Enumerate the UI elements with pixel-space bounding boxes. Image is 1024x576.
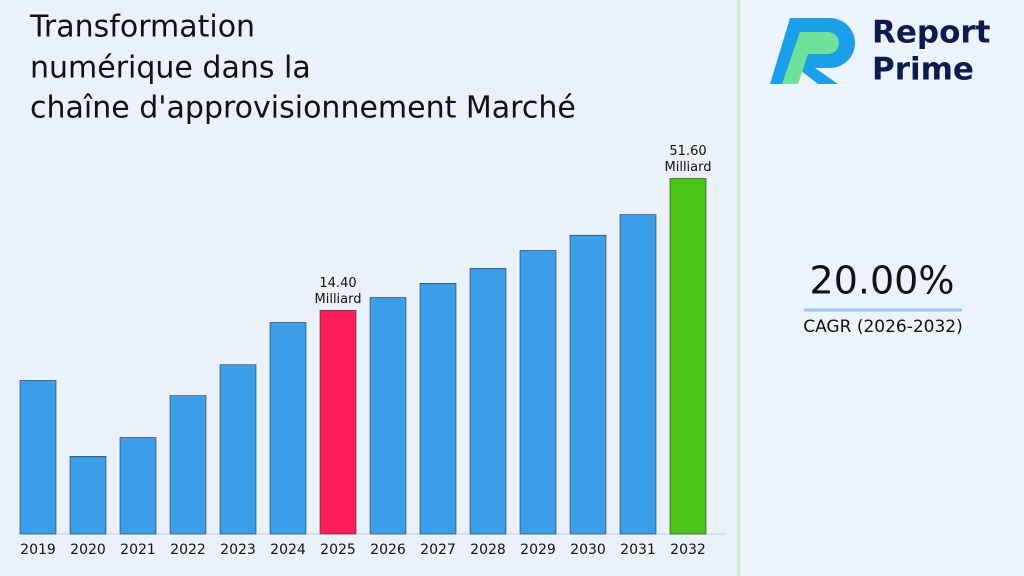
bar bbox=[269, 322, 307, 535]
x-tick-label: 2020 bbox=[70, 542, 106, 558]
x-tick-label: 2024 bbox=[270, 542, 306, 558]
x-tick-label: 2022 bbox=[170, 542, 206, 558]
bar bbox=[219, 364, 257, 535]
bar bbox=[19, 380, 57, 535]
x-tick-label: 2028 bbox=[470, 542, 506, 558]
logo-mark bbox=[782, 32, 839, 84]
x-tick-label: 2032 bbox=[670, 542, 706, 558]
x-tick-label: 2023 bbox=[220, 542, 256, 558]
x-tick-label: 2027 bbox=[420, 542, 456, 558]
x-tick-label: 2029 bbox=[520, 542, 556, 558]
x-tick-label: 2030 bbox=[570, 542, 606, 558]
cagr-label: CAGR (2026-2032) bbox=[803, 317, 963, 337]
side-panel bbox=[740, 0, 1024, 576]
value-label: 14.40 bbox=[319, 276, 356, 291]
bar bbox=[469, 268, 507, 535]
brand: Report bbox=[872, 15, 991, 51]
bar bbox=[169, 395, 207, 535]
x-tick-label: 2031 bbox=[620, 542, 656, 558]
bar bbox=[419, 283, 457, 535]
bar bbox=[369, 297, 407, 535]
chart-title: numérique dans la bbox=[30, 51, 311, 86]
logo: Report Prime bbox=[770, 15, 991, 88]
brand: Prime bbox=[872, 52, 974, 88]
value-label: Milliard bbox=[665, 160, 712, 175]
value-label: 51.60 bbox=[669, 144, 706, 159]
x-tick-label: 2019 bbox=[20, 542, 56, 558]
x-tick-label: 2026 bbox=[370, 542, 406, 558]
cagr-value: 20.00% bbox=[810, 259, 955, 303]
chart-title: chaîne d'approvisionnement Marché bbox=[30, 91, 576, 126]
x-tick-label: 2025 bbox=[320, 542, 356, 558]
x-tick-label: 2021 bbox=[120, 542, 156, 558]
chart-title: Transformation bbox=[29, 10, 255, 45]
bar bbox=[119, 437, 157, 535]
bar bbox=[569, 234, 607, 535]
value-label: Milliard bbox=[315, 292, 362, 307]
bar bbox=[319, 309, 357, 535]
bar bbox=[69, 456, 107, 535]
bar bbox=[669, 178, 707, 535]
bar bbox=[619, 214, 657, 535]
bar bbox=[519, 250, 557, 535]
